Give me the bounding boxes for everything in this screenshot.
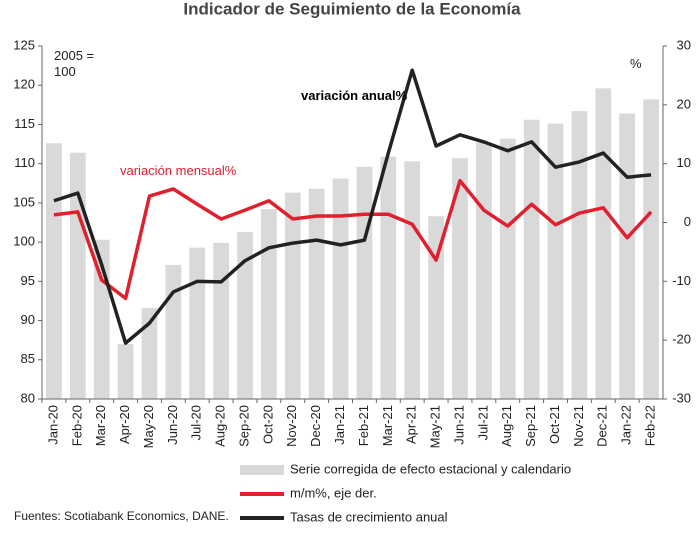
x-tick-label: Sep-20 (236, 405, 251, 447)
x-tick-label: Jan-22 (619, 405, 634, 445)
x-tick-label: Feb-21 (356, 405, 371, 446)
x-tick-label: Mar-20 (93, 405, 108, 446)
x-tick-label: Jan-20 (45, 405, 60, 445)
bar (404, 161, 421, 399)
legend-label: Tasas de crecimiento anual (290, 509, 448, 524)
x-tick-label: Feb-22 (642, 405, 657, 446)
bar (428, 216, 444, 399)
bar (261, 209, 277, 399)
bar (595, 88, 612, 400)
y2-tick-label: 20 (677, 96, 691, 111)
y-tick-label: 85 (21, 351, 35, 366)
bar (213, 242, 230, 399)
bar (284, 192, 301, 399)
bar (380, 156, 397, 399)
x-tick-label: Jun-20 (165, 405, 180, 445)
y2-tick-label: -10 (672, 273, 691, 288)
y2-tick-label: 30 (677, 37, 691, 52)
y2-tick-label: -20 (672, 332, 691, 347)
y2-tick-label: -30 (672, 390, 691, 405)
bar (643, 99, 659, 399)
chart-title: Indicador de Seguimiento de la Economía (183, 0, 521, 18)
x-tick-label: Mar-21 (380, 405, 395, 446)
x-tick-label: Oct-21 (547, 405, 562, 444)
x-tick-label: Aug-21 (499, 405, 514, 447)
bar (475, 142, 492, 399)
annotation: variación anual% (301, 88, 408, 103)
x-tick-label: Jul-21 (475, 405, 490, 440)
y-tick-label: 95 (21, 273, 35, 288)
bar (237, 231, 253, 399)
x-tick-label: Oct-20 (260, 405, 275, 444)
y-tick-label: 110 (14, 155, 35, 170)
x-tick-label: Apr-21 (404, 405, 419, 444)
y-tick-label: 80 (21, 390, 35, 405)
bar (189, 247, 206, 399)
y-tick-label: 115 (14, 116, 35, 131)
bar (141, 308, 158, 399)
x-tick-label: Feb-20 (69, 405, 84, 446)
x-tick-label: Nov-20 (284, 405, 299, 447)
x-tick-label: Apr-20 (117, 405, 132, 444)
line (53, 68, 652, 345)
bar (523, 119, 540, 399)
bar (46, 143, 62, 399)
y-tick-label: 100 (13, 234, 35, 249)
bar (499, 138, 516, 399)
y2-tick-label: 0 (684, 214, 691, 229)
y-tick-label: 105 (13, 194, 35, 209)
legend-label: m/m%, eje der. (290, 485, 377, 500)
y2-tick-label: 10 (677, 155, 691, 170)
annotation: variación mensual% (120, 163, 237, 178)
bar (332, 178, 349, 399)
y-tick-label: 120 (13, 77, 35, 92)
annotation: % (630, 56, 642, 71)
bar (308, 188, 325, 399)
bar (619, 113, 636, 399)
bar (117, 344, 134, 399)
x-tick-label: May-20 (141, 405, 156, 448)
x-tick-label: Jul-20 (189, 405, 204, 440)
x-tick-label: Jan-21 (332, 405, 347, 445)
x-tick-label: May-21 (428, 405, 443, 448)
bar (356, 166, 373, 399)
bar (69, 152, 86, 399)
legend-label: Serie corregida de efecto estacional y c… (290, 461, 571, 476)
bar (165, 264, 182, 399)
x-tick-label: Sep-21 (523, 405, 538, 447)
annotation: 2005 = 100 (54, 48, 95, 79)
legend-swatch (240, 465, 284, 475)
line (53, 178, 653, 301)
y-tick-label: 125 (13, 37, 35, 52)
x-tick-label: Jun-21 (451, 405, 466, 445)
bar (547, 123, 564, 399)
bar (452, 158, 468, 399)
source: Fuentes: Scotiabank Economics, DANE. (14, 509, 229, 523)
x-tick-label: Dec-20 (308, 405, 323, 447)
bar (571, 111, 588, 399)
x-tick-label: Nov-21 (571, 405, 586, 447)
x-tick-label: Aug-20 (213, 405, 228, 447)
y-tick-label: 90 (21, 312, 35, 327)
x-tick-label: Dec-21 (595, 405, 610, 447)
